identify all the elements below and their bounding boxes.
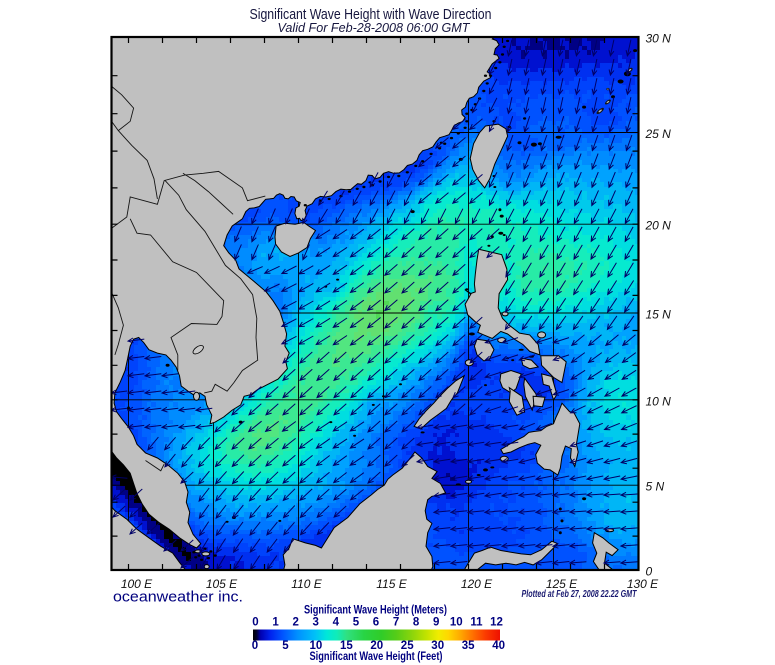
svg-text:Significant Wave Height (Meter: Significant Wave Height (Meters) [304, 603, 447, 617]
svg-text:8: 8 [413, 617, 420, 629]
svg-text:oceanweather inc.: oceanweather inc. [113, 590, 243, 606]
svg-text:Significant Wave Height (Feet): Significant Wave Height (Feet) [310, 649, 443, 663]
svg-text:10: 10 [310, 640, 323, 652]
svg-text:2: 2 [292, 617, 298, 629]
svg-text:11: 11 [470, 617, 483, 629]
svg-text:Significant Wave Height with W: Significant Wave Height with Wave Direct… [250, 6, 492, 23]
svg-text:5 N: 5 N [646, 480, 665, 494]
svg-text:9: 9 [433, 617, 439, 629]
svg-text:25 N: 25 N [645, 127, 672, 141]
svg-text:5: 5 [282, 640, 289, 652]
svg-text:Valid For Feb-28-2008 06:00 GM: Valid For Feb-28-2008 06:00 GMT [278, 20, 471, 35]
svg-text:30 N: 30 N [646, 32, 672, 46]
svg-text:125 E: 125 E [546, 577, 578, 591]
svg-text:25: 25 [401, 640, 414, 652]
svg-text:115 E: 115 E [376, 577, 407, 591]
svg-text:7: 7 [393, 617, 399, 629]
svg-text:10: 10 [450, 617, 463, 629]
svg-text:110 E: 110 E [291, 577, 322, 591]
svg-text:5: 5 [353, 617, 360, 629]
svg-text:10 N: 10 N [646, 394, 672, 408]
svg-text:105 E: 105 E [206, 577, 238, 591]
svg-text:Plotted at Feb 27, 2008 22.22: Plotted at Feb 27, 2008 22.22 GMT [522, 588, 638, 600]
svg-text:3: 3 [312, 617, 318, 629]
svg-text:15: 15 [340, 640, 353, 652]
svg-text:40: 40 [492, 640, 505, 652]
svg-text:0: 0 [252, 640, 258, 652]
svg-text:12: 12 [490, 617, 503, 629]
svg-text:0: 0 [252, 617, 258, 629]
svg-text:20 N: 20 N [645, 219, 672, 233]
svg-text:100 E: 100 E [121, 577, 153, 591]
svg-text:15 N: 15 N [646, 308, 672, 322]
svg-text:120 E: 120 E [461, 577, 493, 591]
svg-text:20: 20 [370, 640, 383, 652]
svg-text:4: 4 [333, 617, 340, 629]
svg-text:6: 6 [373, 617, 379, 629]
svg-text:35: 35 [462, 640, 475, 652]
svg-text:1: 1 [272, 617, 279, 629]
svg-text:130 E: 130 E [627, 577, 659, 591]
svg-text:0: 0 [646, 565, 653, 579]
svg-text:30: 30 [431, 640, 444, 652]
